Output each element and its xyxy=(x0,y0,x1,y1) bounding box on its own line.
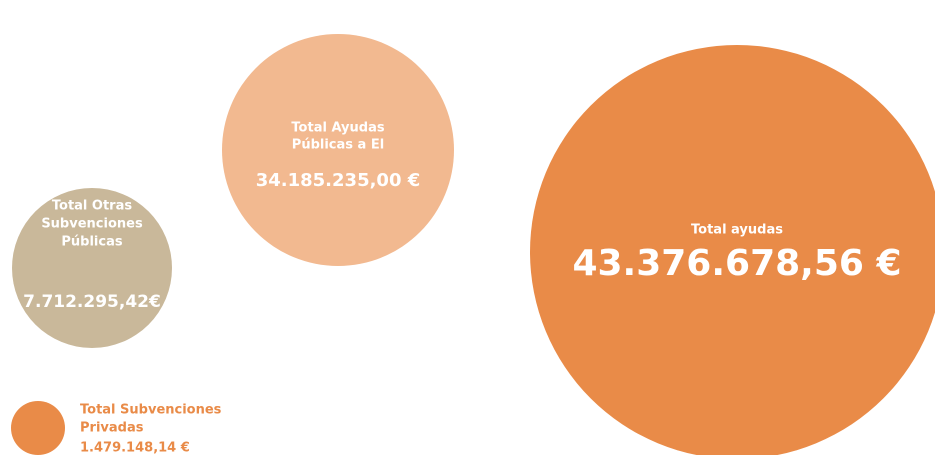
amount: 43.376.678,56 € xyxy=(572,243,901,284)
bubble xyxy=(530,45,935,455)
label: Total Ayudas xyxy=(291,121,384,136)
label: Públicas xyxy=(61,235,122,250)
label: Subvenciones xyxy=(41,217,143,232)
amount: 34.185.235,00 € xyxy=(256,170,421,191)
label: Total Otras xyxy=(52,199,132,214)
bubble xyxy=(12,188,172,348)
bubble xyxy=(11,401,65,455)
label: Públicas a El xyxy=(292,138,384,153)
bubble xyxy=(222,34,454,266)
amount: 7.712.295,42€ xyxy=(23,292,161,312)
label: Total Subvenciones xyxy=(80,403,222,418)
side-label: Total Subvenciones Privadas 1.479.148,14… xyxy=(80,403,222,455)
label: Privadas xyxy=(80,421,144,436)
amount: 1.479.148,14 € xyxy=(80,441,190,455)
label: Total ayudas xyxy=(691,223,783,238)
